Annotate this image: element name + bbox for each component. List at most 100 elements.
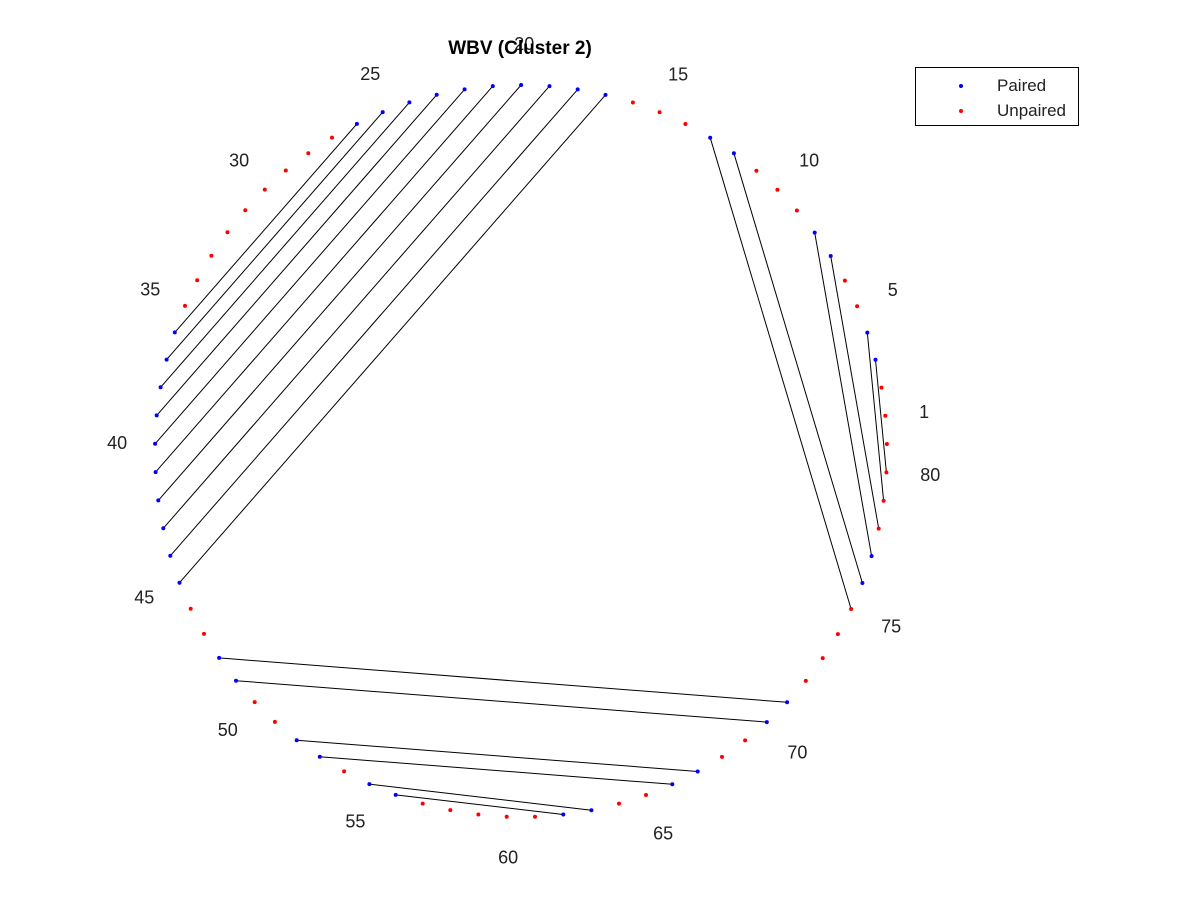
paired-point-54: [367, 782, 372, 787]
unpaired-point-30: [243, 208, 248, 213]
unpaired-point-9: [775, 187, 780, 192]
pair-chord-14: [166, 111, 384, 360]
pair-chord-18: [296, 739, 698, 772]
unpaired-point-45: [188, 606, 193, 611]
pair-chord-0: [875, 359, 887, 473]
unpaired-point-53: [342, 769, 347, 774]
pair-chord-17: [235, 680, 767, 723]
unpaired-point-59: [504, 814, 509, 819]
paired-point-40: [153, 470, 158, 475]
unpaired-point-77: [876, 526, 881, 531]
paired-point-66: [695, 769, 700, 774]
paired-point-18: [547, 84, 552, 89]
paired-point-38: [154, 413, 159, 418]
position-label-10: 10: [799, 151, 819, 171]
paired-point-19: [519, 83, 524, 87]
unpaired-point-79: [884, 470, 889, 475]
position-label-60: 60: [498, 848, 518, 868]
paired-point-37: [158, 385, 163, 390]
position-label-40: 40: [107, 433, 127, 453]
legend-label-unpaired: Unpaired: [997, 101, 1066, 120]
unpaired-point-73: [835, 632, 840, 637]
position-label-15: 15: [668, 64, 688, 84]
unpaired-point-60: [533, 814, 537, 819]
paired-point-61: [561, 812, 566, 817]
unpaired-point-10: [754, 168, 759, 173]
unpaired-point-13: [683, 122, 688, 126]
pair-chord-1: [866, 332, 885, 501]
position-label-70: 70: [787, 743, 807, 763]
paired-point-16: [603, 92, 608, 97]
paired-point-20: [490, 84, 495, 89]
unpaired-point-15: [630, 100, 635, 105]
unpaired-point-50: [272, 719, 277, 724]
position-label-65: 65: [653, 824, 673, 844]
paired-point-41: [156, 498, 161, 503]
unpaired-point-14: [657, 110, 662, 115]
paired-point-23: [407, 100, 412, 105]
pair-chord-15: [174, 123, 358, 333]
unpaired-point-26: [330, 135, 334, 140]
unpaired-point-4: [855, 304, 860, 309]
pair-chord-8: [162, 85, 550, 529]
paired-point-11: [731, 151, 736, 156]
position-label-5: 5: [888, 280, 898, 300]
legend-label-paired: Paired: [997, 76, 1047, 95]
position-label-80: 80: [920, 465, 940, 485]
pair-chord-13: [160, 102, 410, 388]
unpaired-point-78: [881, 498, 886, 503]
legend-entry-unpaired: Unpaired: [916, 99, 1078, 123]
legend: Paired Unpaired: [915, 67, 1079, 126]
paired-point-44: [177, 580, 182, 585]
pair-chord-9: [157, 84, 522, 501]
unpaired-point-58: [476, 812, 481, 817]
position-label-20: 20: [514, 34, 534, 54]
unpaired-point-0: [883, 413, 888, 418]
unpaired-point-1: [879, 385, 884, 390]
pair-chord-7: [169, 89, 579, 557]
paired-point-21: [462, 87, 467, 92]
unpaired-point-34: [183, 303, 187, 308]
unpaired-point-64: [644, 793, 648, 797]
unpaired-point-49: [252, 700, 257, 705]
unpaired-point-63: [617, 801, 621, 806]
unpaired-point-72: [820, 656, 825, 661]
paired-point-51: [294, 738, 299, 743]
paired-point-22: [434, 92, 439, 97]
position-label-50: 50: [218, 720, 238, 740]
paired-point-35: [172, 330, 177, 335]
unpaired-point-74: [849, 607, 854, 611]
paired-point-39: [153, 441, 158, 446]
unpaired-point-67: [720, 754, 724, 759]
unpaired-point-5: [842, 278, 847, 283]
pair-chord-10: [155, 85, 494, 473]
paired-point-42: [161, 526, 166, 531]
legend-entry-paired: Paired: [916, 74, 1078, 98]
paired-point-6: [828, 254, 833, 258]
unpaired-point-28: [283, 168, 288, 173]
pair-chord-19: [319, 756, 673, 785]
pair-chord-6: [179, 94, 606, 584]
unpaired-point-8: [794, 208, 799, 213]
paired-point-3: [865, 330, 870, 335]
position-label-75: 75: [881, 617, 901, 637]
pair-chord-12: [156, 94, 438, 416]
position-label-25: 25: [360, 64, 380, 84]
unpaired-point-56: [420, 801, 425, 806]
paired-point-76: [869, 554, 874, 559]
unpaired-point-68: [743, 738, 748, 743]
pair-chord-2: [830, 255, 880, 529]
legend-marker-unpaired: [959, 109, 963, 113]
unpaired-point-33: [195, 278, 200, 283]
unpaired-point-27: [306, 151, 311, 156]
position-label-30: 30: [229, 150, 249, 170]
paired-point-7: [812, 230, 817, 235]
chart-title: WBV (Cluster 2): [448, 38, 592, 59]
pair-chord-21: [395, 794, 564, 815]
paired-point-25: [354, 121, 359, 126]
position-label-35: 35: [140, 280, 160, 300]
data-points: [153, 83, 889, 819]
